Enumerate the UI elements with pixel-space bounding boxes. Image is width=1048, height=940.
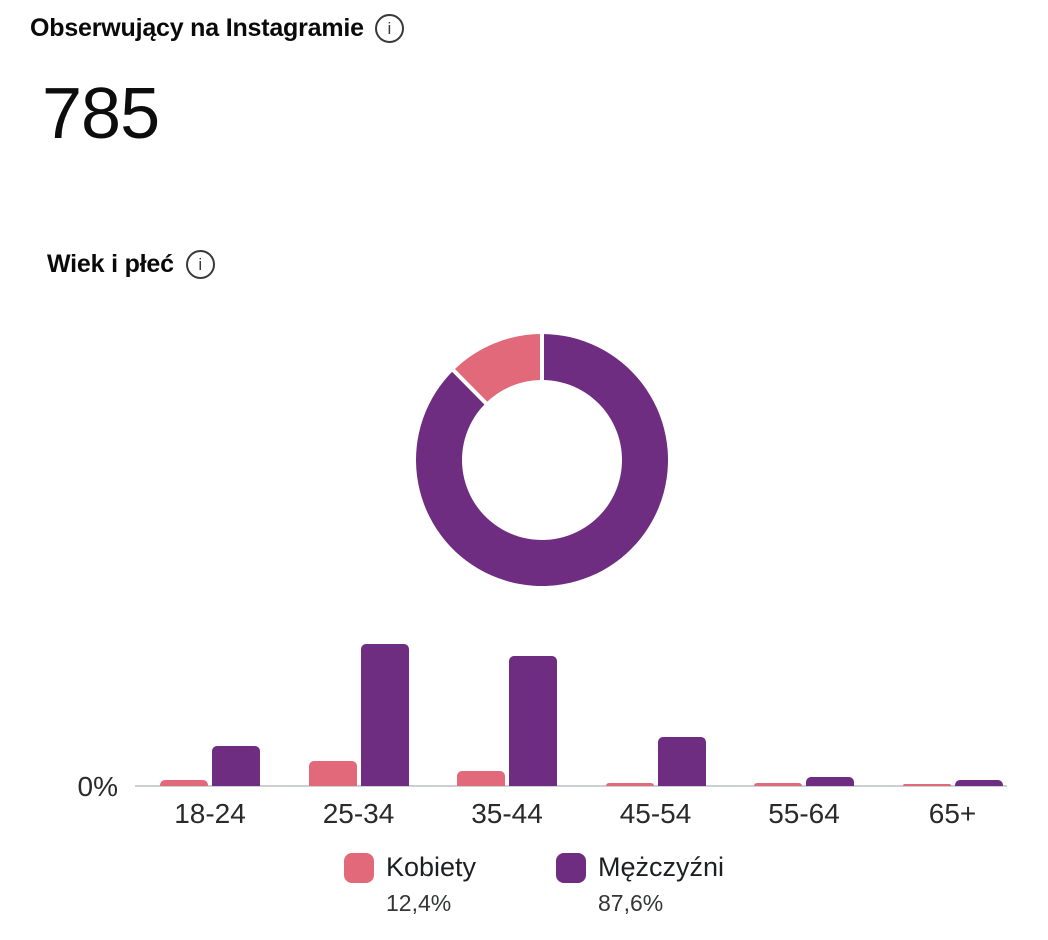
x-axis-line [135,785,1007,787]
bar-mężczyźni-35-44[interactable] [509,656,557,786]
gender-donut-chart[interactable] [414,332,670,588]
legend-item-mezczyzni: Mężczyźni 87,6% [556,852,724,917]
legend-label: Mężczyźni [598,852,725,882]
kobiety-color-swatch [344,852,374,883]
x-axis-label-55-64: 55-64 [768,798,840,829]
x-axis-label-25-34: 25-34 [322,798,395,829]
followers-count: 785 [42,74,160,154]
donut-slice-kobiety[interactable] [453,334,542,404]
donut-slice-separator [449,366,490,407]
card-title: Obserwujący na Instagramie [30,14,364,42]
mezczyzni-color-swatch [556,852,586,883]
x-axis-label-65+: 65+ [928,798,977,829]
x-axis-label-35-44: 35-44 [471,798,543,829]
bar-mężczyźni-65+[interactable] [954,779,1003,786]
x-axis-label-45-54: 45-54 [619,798,692,829]
bar-kobiety-18-24[interactable] [160,780,208,786]
bar-kobiety-65+[interactable] [902,783,951,786]
info-icon[interactable]: i [374,14,404,43]
x-axis-label-18-24: 18-24 [174,798,246,829]
age-gender-bar-chart: 0% 18-24 25-34 35-44 45-54 55-64 65+ [0,600,1048,860]
bar-kobiety-35-44[interactable] [457,770,505,786]
bar-kobiety-25-34[interactable] [308,761,357,786]
info-icon[interactable]: i [185,250,215,279]
legend-item-kobiety: Kobiety 12,4% [344,852,476,917]
bar-kobiety-55-64[interactable] [754,783,802,786]
legend-percent: 87,6% [598,890,664,916]
legend-label: Kobiety [386,852,477,882]
bar-mężczyźni-18-24[interactable] [212,745,260,786]
bar-mężczyźni-55-64[interactable] [806,776,854,786]
section-title: Wiek i płeć [47,250,174,278]
bar-kobiety-45-54[interactable] [605,782,654,786]
y-axis-zero-label: 0% [77,771,118,802]
card-header: Obserwujący na Instagramie i [30,14,404,43]
bar-mężczyźni-45-54[interactable] [657,736,706,786]
legend-percent: 12,4% [386,890,452,916]
bar-mężczyźni-25-34[interactable] [360,644,409,786]
section-header: Wiek i płeć i [47,250,215,279]
